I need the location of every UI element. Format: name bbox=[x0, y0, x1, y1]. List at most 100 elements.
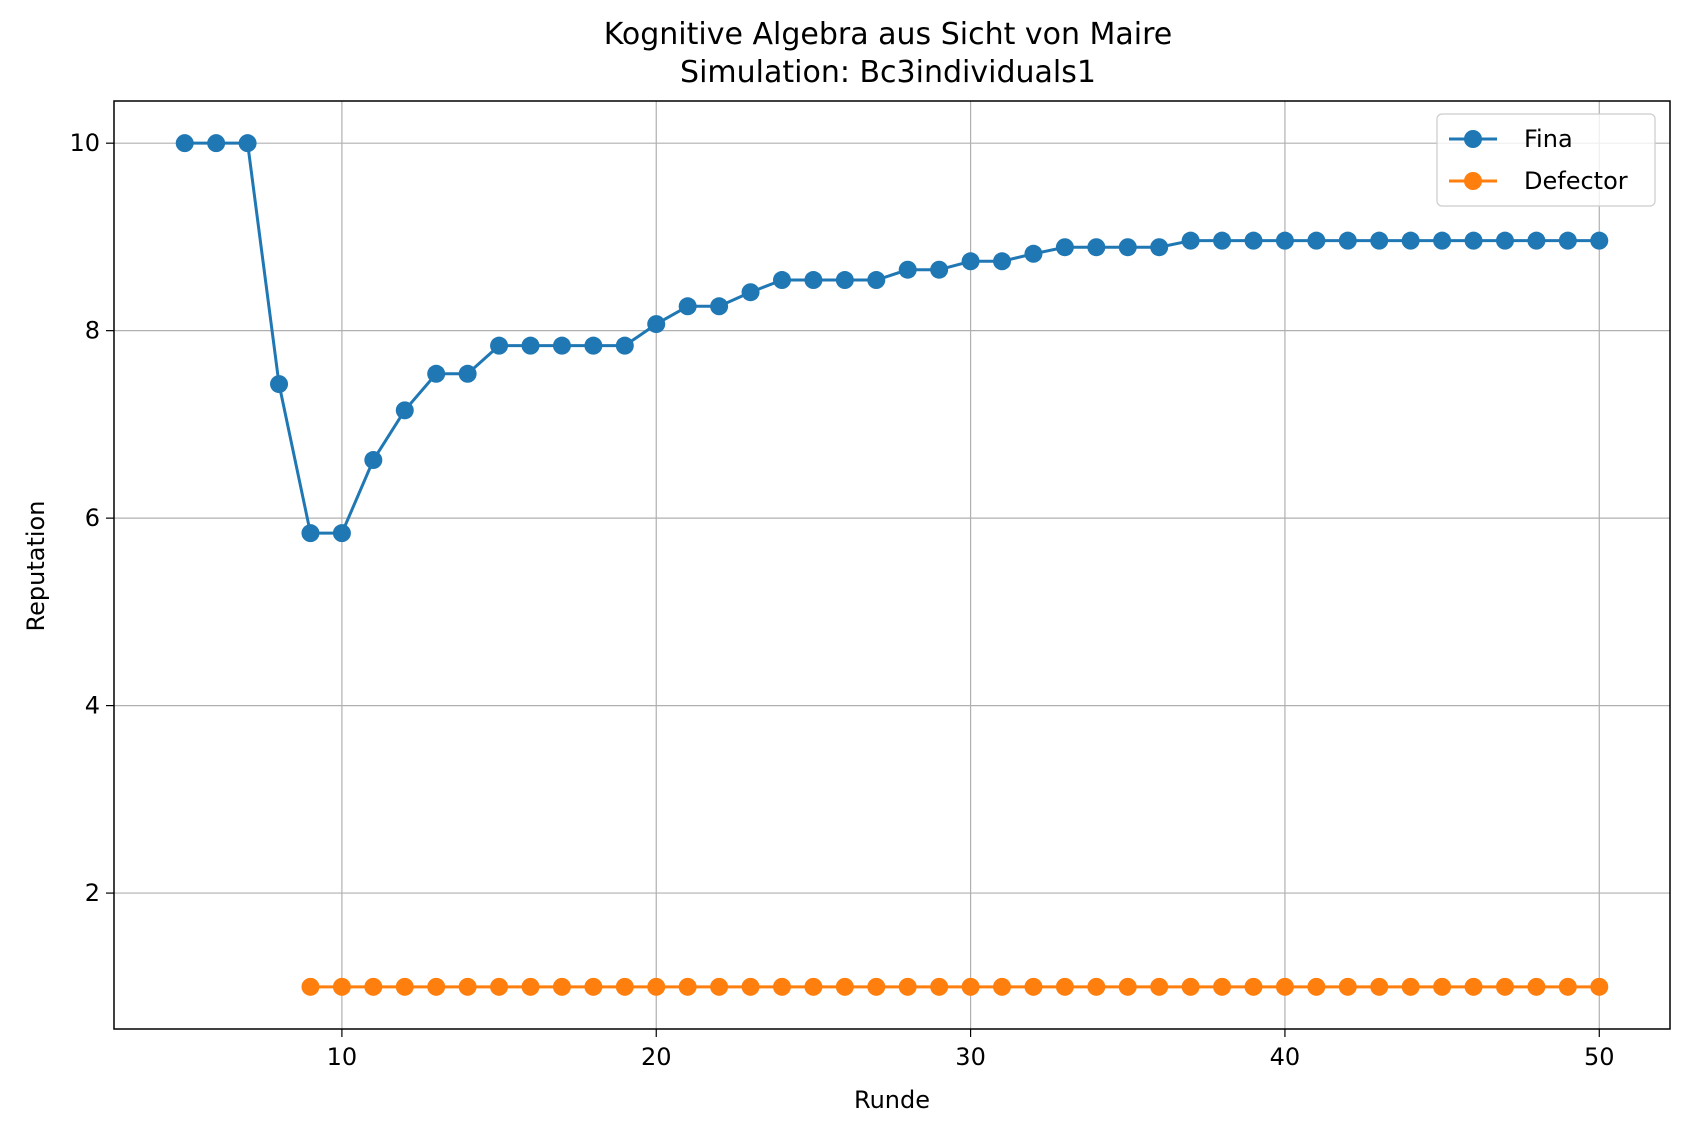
data-point-fina bbox=[1213, 231, 1232, 250]
data-point-defector bbox=[741, 977, 760, 996]
data-point-defector bbox=[1590, 977, 1609, 996]
legend-box bbox=[1436, 113, 1656, 207]
data-point-fina bbox=[521, 336, 540, 355]
data-point-fina bbox=[1370, 231, 1389, 250]
data-point-fina bbox=[584, 336, 603, 355]
data-point-fina bbox=[1590, 231, 1609, 250]
data-point-defector bbox=[615, 977, 634, 996]
y-tick-label: 8 bbox=[85, 317, 100, 345]
data-point-defector bbox=[930, 977, 949, 996]
data-point-fina bbox=[1150, 238, 1169, 257]
data-point-fina bbox=[867, 271, 886, 290]
x-tick-label: 40 bbox=[1270, 1043, 1301, 1071]
data-point-defector bbox=[1433, 977, 1452, 996]
data-point-fina bbox=[301, 524, 320, 543]
data-point-defector bbox=[1118, 977, 1137, 996]
data-point-defector bbox=[1558, 977, 1577, 996]
data-point-fina bbox=[772, 271, 791, 290]
data-point-defector bbox=[584, 977, 603, 996]
data-point-fina bbox=[364, 451, 383, 470]
data-point-fina bbox=[1558, 231, 1577, 250]
data-point-fina bbox=[710, 297, 729, 316]
data-point-defector bbox=[332, 977, 351, 996]
y-tick-label: 10 bbox=[69, 129, 100, 157]
data-point-fina bbox=[490, 336, 509, 355]
data-point-defector bbox=[427, 977, 446, 996]
data-point-defector bbox=[395, 977, 414, 996]
data-point-fina bbox=[552, 336, 571, 355]
y-axis-label: Reputation bbox=[22, 501, 50, 632]
data-point-defector bbox=[1338, 977, 1357, 996]
data-point-fina bbox=[678, 297, 697, 316]
data-point-defector bbox=[521, 977, 540, 996]
data-point-defector bbox=[772, 977, 791, 996]
x-axis-label: Runde bbox=[854, 1086, 930, 1114]
data-point-defector bbox=[1370, 977, 1389, 996]
data-point-fina bbox=[898, 260, 917, 279]
x-tick-label: 20 bbox=[641, 1043, 672, 1071]
data-point-defector bbox=[1181, 977, 1200, 996]
data-point-defector bbox=[301, 977, 320, 996]
data-point-fina bbox=[1087, 238, 1106, 257]
data-point-fina bbox=[1055, 238, 1074, 257]
data-point-defector bbox=[1024, 977, 1043, 996]
series-group bbox=[175, 134, 1609, 996]
data-point-defector bbox=[1150, 977, 1169, 996]
x-tick-label: 10 bbox=[327, 1043, 358, 1071]
data-point-fina bbox=[458, 364, 477, 383]
data-point-defector bbox=[1464, 977, 1483, 996]
data-point-fina bbox=[427, 364, 446, 383]
data-point-fina bbox=[175, 134, 194, 153]
data-point-defector bbox=[867, 977, 886, 996]
data-point-defector bbox=[490, 977, 509, 996]
data-point-fina bbox=[1338, 231, 1357, 250]
data-point-defector bbox=[1275, 977, 1294, 996]
data-point-fina bbox=[332, 524, 351, 543]
data-point-fina bbox=[1275, 231, 1294, 250]
data-point-fina bbox=[1495, 231, 1514, 250]
series-line-fina bbox=[184, 141, 1600, 535]
data-point-defector bbox=[647, 977, 666, 996]
data-point-fina bbox=[1307, 231, 1326, 250]
data-point-fina bbox=[1464, 231, 1483, 250]
data-point-fina bbox=[1401, 231, 1420, 250]
data-point-defector bbox=[1527, 977, 1546, 996]
data-point-defector bbox=[678, 977, 697, 996]
data-point-fina bbox=[1527, 231, 1546, 250]
data-point-defector bbox=[458, 977, 477, 996]
y-tick-label: 6 bbox=[85, 504, 100, 532]
data-point-defector bbox=[961, 977, 980, 996]
data-point-fina bbox=[930, 260, 949, 279]
legend-label-defector: Defector bbox=[1524, 167, 1628, 195]
data-point-defector bbox=[1087, 977, 1106, 996]
x-tick-label: 50 bbox=[1584, 1043, 1615, 1071]
x-tick-label: 30 bbox=[955, 1043, 986, 1071]
data-point-fina bbox=[238, 134, 257, 153]
data-point-defector bbox=[552, 977, 571, 996]
data-point-defector bbox=[1401, 977, 1420, 996]
data-point-fina bbox=[835, 271, 854, 290]
data-point-defector bbox=[835, 977, 854, 996]
y-tick-label: 4 bbox=[85, 692, 100, 720]
data-point-defector bbox=[710, 977, 729, 996]
data-point-fina bbox=[993, 252, 1012, 271]
chart-title: Kognitive Algebra aus Sicht von Maire bbox=[604, 17, 1173, 52]
legend: Fina Defector bbox=[1436, 113, 1656, 207]
legend-label-fina: Fina bbox=[1524, 125, 1573, 153]
data-point-fina bbox=[615, 336, 634, 355]
data-point-fina bbox=[804, 271, 823, 290]
data-point-defector bbox=[1055, 977, 1074, 996]
data-point-fina bbox=[207, 134, 226, 153]
data-point-defector bbox=[898, 977, 917, 996]
plot-frame bbox=[113, 100, 1671, 1030]
data-point-defector bbox=[1213, 977, 1232, 996]
data-point-fina bbox=[1244, 231, 1263, 250]
data-point-fina bbox=[1118, 238, 1137, 257]
data-point-fina bbox=[1433, 231, 1452, 250]
data-point-fina bbox=[961, 252, 980, 271]
data-point-defector bbox=[993, 977, 1012, 996]
legend-marker-defector bbox=[1464, 172, 1482, 190]
data-point-defector bbox=[1307, 977, 1326, 996]
data-point-defector bbox=[1495, 977, 1514, 996]
